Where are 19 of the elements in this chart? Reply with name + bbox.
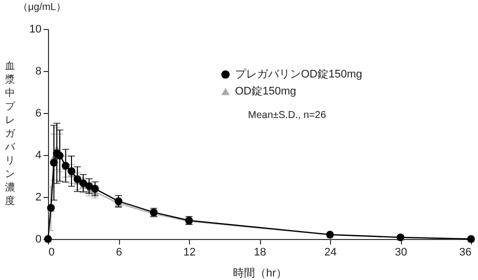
annotation: Mean±S.D., n=26 xyxy=(248,110,326,121)
legend-label: OD錠150mg xyxy=(235,86,296,98)
text: （μg/mL） xyxy=(18,2,66,13)
y-tick-label: 6 xyxy=(35,108,42,120)
x-tick-label: 36 xyxy=(459,246,472,258)
y-tick-label: 10 xyxy=(29,24,42,36)
x-tick-label: 30 xyxy=(394,246,408,258)
x-tick-label: 12 xyxy=(183,246,196,258)
x-tick-label: 0 xyxy=(48,246,55,258)
y-tick-label: 2 xyxy=(35,192,42,204)
text: 血漿中プレガバリン濃度 xyxy=(5,61,15,207)
legend-label: プレガバリンOD錠150mg xyxy=(235,68,362,80)
x-tick-label: 24 xyxy=(324,246,337,258)
y-tick-label: 0 xyxy=(35,234,42,246)
x-tick-label: 18 xyxy=(254,246,266,258)
y-tick-label: 8 xyxy=(35,66,42,78)
x-tick-label: 6 xyxy=(116,246,122,258)
y-tick-label: 4 xyxy=(35,150,42,162)
x-axis-title: 時間（hr） xyxy=(233,266,287,280)
